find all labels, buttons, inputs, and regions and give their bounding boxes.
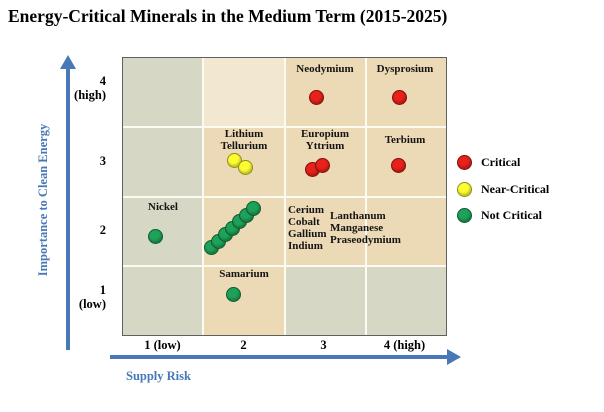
plot-area: Neodymium Dysprosium Lithium Tellurium E…: [122, 57, 447, 336]
y-tick-1-low: 1 (low): [78, 283, 106, 312]
y-axis-arrow-head-icon: [60, 55, 76, 69]
legend-label-near-critical: Near-Critical: [481, 182, 550, 196]
legend-item-not-critical: Not Critical: [457, 208, 542, 223]
y-tick-2: 2: [99, 223, 106, 237]
grid-cell-r1c3: [285, 267, 365, 335]
y-tick-4-high: 4 (high): [74, 74, 106, 103]
grid-cell-r2c1: [123, 197, 203, 266]
grid-cell-r4c2: [204, 58, 284, 126]
praseodymium-dot: [246, 201, 261, 216]
mineral-label-dysprosium: Dysprosium: [376, 63, 434, 75]
grid-cell-r1c2: [204, 267, 284, 335]
terbium-dot: [391, 158, 406, 173]
x-axis-arrow: [110, 355, 448, 359]
mineral-label-lithium-tellurium: Lithium Tellurium: [220, 128, 268, 153]
mineral-label-terbium: Terbium: [384, 134, 426, 146]
grid-cell-r1c1: [123, 267, 203, 335]
grid-cell-r3c1: [123, 127, 203, 196]
grid-cell-r4c3: [285, 58, 365, 126]
neodymium-dot: [309, 90, 324, 105]
dysprosium-dot: [392, 90, 407, 105]
mineral-label-nickel: Nickel: [148, 201, 178, 213]
legend-dot-critical-icon: [457, 155, 472, 170]
mineral-label-europium-yttrium: Europium Yttrium: [300, 128, 350, 153]
grid-cell-r4c4: [366, 58, 446, 126]
mineral-label-samarium: Samarium: [219, 268, 269, 280]
legend-dot-not-critical-icon: [457, 208, 472, 223]
grid-cell-r2c4: [366, 197, 446, 266]
x-axis-arrow-head-icon: [447, 349, 461, 365]
grid-cell-r2c3: [285, 197, 365, 266]
x-tick-4-high: 4 (high): [383, 338, 426, 352]
y-axis-label: Importance to Clean Energy: [36, 123, 50, 277]
x-tick-1-low: 1 (low): [144, 338, 181, 352]
legend-label-not-critical: Not Critical: [481, 208, 542, 222]
y-axis-arrow: [66, 68, 70, 350]
tellurium-dot: [238, 160, 253, 175]
x-axis-label: Supply Risk: [126, 369, 191, 383]
legend-label-critical: Critical: [481, 155, 521, 169]
x-tick-3: 3: [320, 338, 327, 352]
y-tick-3: 3: [99, 154, 106, 168]
plot-overlay: Neodymium Dysprosium Lithium Tellurium E…: [123, 58, 446, 335]
legend-item-critical: Critical: [457, 155, 520, 170]
yttrium-dot: [315, 158, 330, 173]
grid-cell-r1c4: [366, 267, 446, 335]
legend-dot-near-critical-icon: [457, 182, 472, 197]
x-tick-2: 2: [240, 338, 247, 352]
mineral-label-lanthanum-group: Lanthanum Manganese Praseodymium: [330, 210, 401, 247]
chart-title: Energy-Critical Minerals in the Medium T…: [8, 6, 448, 26]
grid-cell-r4c1: [123, 58, 203, 126]
mineral-label-cerium-group: Cerium Cobalt Gallium Indium: [288, 204, 327, 253]
nickel-dot: [148, 229, 163, 244]
legend-item-near-critical: Near-Critical: [457, 182, 549, 197]
mineral-label-neodymium: Neodymium: [296, 63, 354, 75]
samarium-dot: [226, 287, 241, 302]
grid-cell-r3c4: [366, 127, 446, 196]
